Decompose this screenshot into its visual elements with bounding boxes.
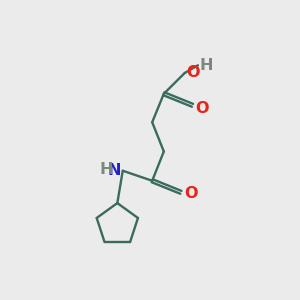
Text: O: O — [186, 65, 200, 80]
Text: H: H — [200, 58, 213, 73]
Text: O: O — [196, 101, 209, 116]
Text: N: N — [108, 163, 121, 178]
Text: H: H — [99, 162, 113, 177]
Text: O: O — [184, 186, 197, 201]
